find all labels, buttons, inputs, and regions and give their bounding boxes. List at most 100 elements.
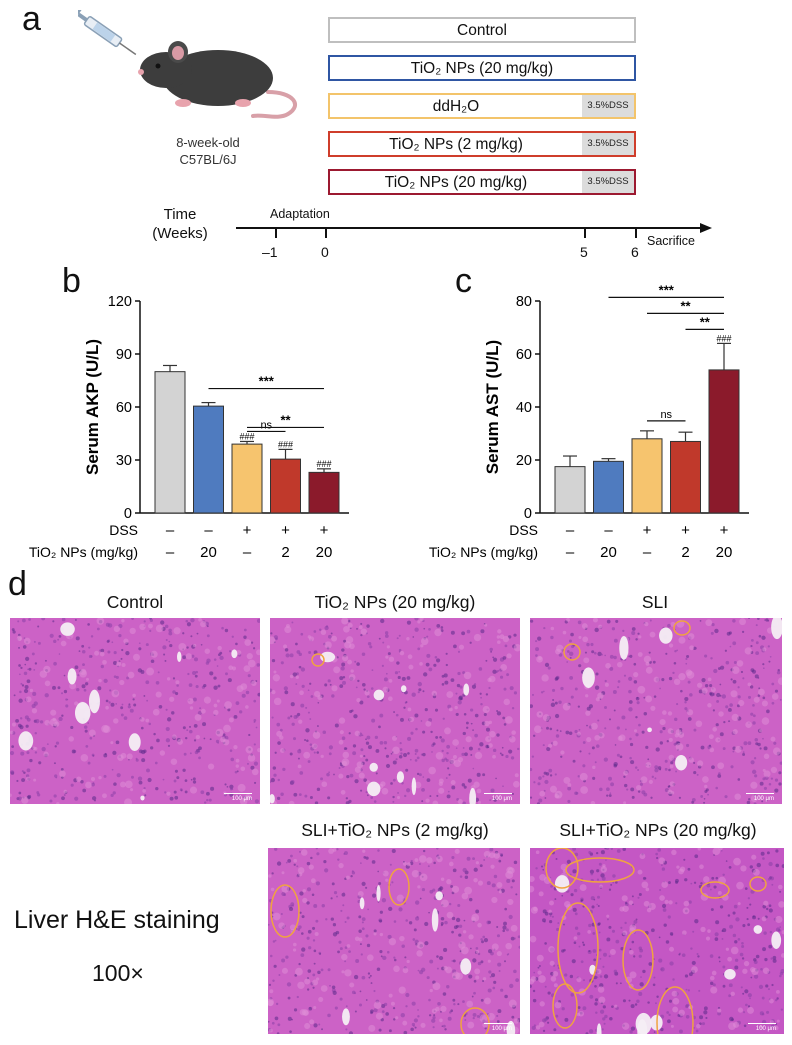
bar: [554, 466, 586, 514]
sacrifice-label: Sacrifice: [647, 234, 695, 248]
scale-bar-label: 100 μm: [755, 1026, 776, 1032]
y-tick-label: 80: [516, 294, 532, 310]
timeline-axis-label: Time (Weeks): [152, 206, 208, 242]
he-micrograph-sli-tio2-20: 100 μm: [530, 848, 784, 1034]
bar: [193, 405, 224, 514]
tio2-row-label: TiO₂ NPs (mg/kg): [429, 544, 538, 560]
y-tick-label: 20: [516, 453, 532, 469]
panel-b-letter: b: [62, 262, 81, 300]
lesion-circle: [388, 868, 410, 906]
he-micrograph-tio2-20: 100 μm: [270, 618, 520, 804]
bar: [631, 438, 663, 514]
comparison-label: ***: [259, 374, 275, 389]
image-title-sli-tio2-20: SLI+TiO₂ NPs (20 mg/kg): [559, 820, 757, 840]
tio2-row-value: 2: [681, 544, 689, 561]
image-title-sli: SLI: [641, 592, 669, 612]
y-tick-label: 90: [116, 347, 132, 363]
lesion-circle: [749, 876, 767, 892]
group-box-tio2-20: TiO₂ NPs (20 mg/kg): [328, 55, 636, 81]
tio2-row-value: –: [566, 544, 575, 561]
y-tick-label: 60: [116, 400, 132, 416]
timeline-tick: 6: [631, 244, 639, 260]
dss-row-value: –: [204, 522, 213, 539]
y-tick-label: 0: [524, 506, 532, 522]
he-micrograph-control: 100 μm: [10, 618, 260, 804]
bar: [593, 460, 624, 514]
group-box-dss-tio2-20: TiO₂ NPs (20 mg/kg) 3.5%DSS: [328, 169, 636, 195]
panel-c-letter: c: [455, 262, 472, 300]
scale-bar-label: 100 μm: [753, 796, 774, 802]
dss-tag: 3.5%DSS: [582, 95, 634, 117]
dss-tag: 3.5%DSS: [582, 171, 634, 193]
scale-bar: [224, 792, 252, 794]
timeline-tick: –1: [262, 244, 278, 260]
group-box-ddh2o: ddH₂O 3.5%DSS: [328, 93, 636, 119]
syringe-icon: [78, 10, 137, 56]
dss-row-label: DSS: [109, 522, 138, 538]
tissue-texture: [530, 848, 784, 1034]
tio2-row-value: 20: [200, 544, 217, 561]
y-axis-label: Serum AKP (U/L): [83, 339, 102, 475]
group-label: TiO₂ NPs (2 mg/kg): [389, 136, 523, 153]
comparison-label: ns: [260, 419, 272, 431]
lesion-circle: [656, 986, 694, 1034]
lesion-circle: [557, 902, 599, 994]
scale-bar-label: 100 μm: [231, 796, 252, 802]
he-micrograph-sli-tio2-2: 100 μm: [268, 848, 520, 1034]
comparison-label: ***: [659, 285, 675, 297]
group-label: TiO₂ NPs (20 mg/kg): [384, 174, 528, 191]
timeline-tick: 5: [580, 244, 588, 260]
tio2-row-value: –: [243, 544, 252, 561]
panel-a-letter: a: [22, 0, 41, 38]
timeline-arrow: [236, 223, 712, 238]
lesion-circle: [545, 848, 579, 889]
bar: [154, 371, 186, 514]
dss-row-value: +: [320, 522, 329, 539]
lesion-circle: [552, 983, 578, 1029]
mouse-injection-illustration: [78, 10, 297, 119]
lesion-circle: [311, 653, 325, 667]
lesion-circle: [700, 881, 730, 899]
y-tick-label: 0: [124, 506, 132, 522]
mouse-age: 8-week-old: [176, 135, 240, 150]
comparison-label: ns: [660, 409, 672, 421]
dss-row-label: DSS: [509, 522, 538, 538]
significance-mark: ###: [278, 439, 293, 449]
tissue-texture: [268, 848, 520, 1034]
dss-row-value: –: [604, 522, 613, 539]
comparison-label: **: [280, 412, 291, 427]
bar: [231, 443, 263, 514]
image-title-tio2-20: TiO₂ NPs (20 mg/kg): [314, 592, 476, 612]
comparison-label: **: [700, 314, 711, 329]
magnification-label: 100×: [92, 960, 144, 986]
group-label: TiO₂ NPs (20 mg/kg): [410, 60, 554, 77]
dss-row-value: –: [166, 522, 175, 539]
lesion-circle: [563, 643, 581, 661]
panel-d-letter: d: [8, 565, 27, 603]
dss-row-value: +: [681, 522, 690, 539]
tissue-texture: [270, 618, 520, 804]
scale-bar: [746, 792, 774, 794]
lesion-circle: [565, 857, 635, 883]
image-title-control: Control: [106, 592, 164, 612]
group-box-dss-tio2-2: TiO₂ NPs (2 mg/kg) 3.5%DSS: [328, 131, 636, 157]
bar: [670, 440, 701, 514]
bar: [708, 369, 740, 514]
group-label: ddH₂O: [432, 98, 480, 115]
lesion-circle: [622, 929, 654, 991]
adaptation-label: Adaptation: [270, 207, 330, 221]
y-tick-label: 60: [516, 347, 532, 363]
dss-row-value: +: [720, 522, 729, 539]
dss-tag: 3.5%DSS: [582, 133, 634, 155]
scale-bar: [484, 792, 512, 794]
tio2-row-label: TiO₂ NPs (mg/kg): [29, 544, 138, 560]
group-label: Control: [457, 22, 507, 39]
tio2-row-value: 2: [281, 544, 289, 561]
lesion-circle: [270, 884, 300, 938]
tio2-row-value: 20: [716, 544, 733, 561]
image-title-sli-tio2-2: SLI+TiO₂ NPs (2 mg/kg): [301, 820, 489, 840]
tio2-row-value: 20: [600, 544, 617, 561]
mouse-caption: 8-week-old C57BL/6J: [148, 134, 268, 168]
dss-row-value: +: [243, 522, 252, 539]
